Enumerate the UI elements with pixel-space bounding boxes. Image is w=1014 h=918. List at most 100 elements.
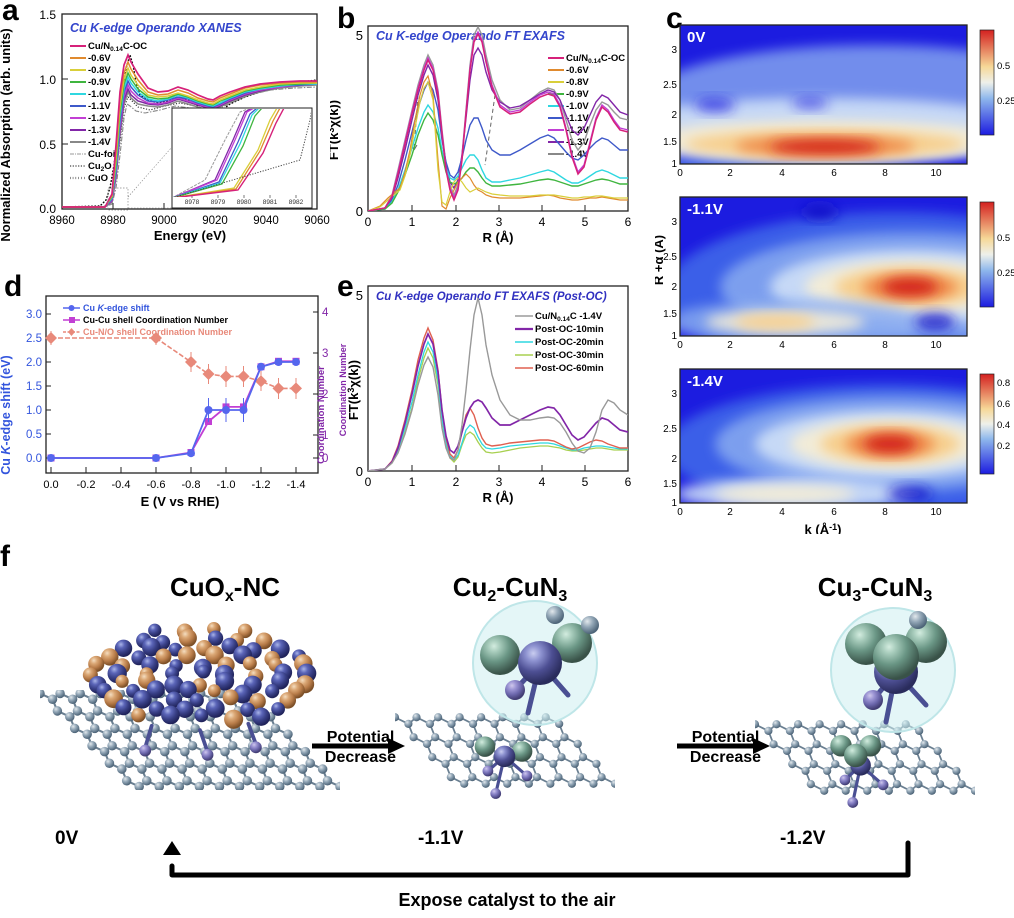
svg-text:-1.2V: -1.2V — [88, 113, 111, 124]
svg-text:1.5: 1.5 — [663, 137, 677, 148]
svg-text:Cu/N0.14C-OC: Cu/N0.14C-OC — [566, 53, 625, 65]
svg-text:R (Å): R (Å) — [482, 230, 513, 245]
svg-text:Coordination Number: Coordination Number — [338, 343, 348, 436]
svg-text:8: 8 — [882, 168, 888, 179]
svg-text:1: 1 — [409, 215, 416, 229]
svg-text:3.0: 3.0 — [26, 309, 42, 321]
svg-text:R (Å): R (Å) — [482, 490, 513, 505]
svg-text:1.0: 1.0 — [39, 73, 56, 87]
svg-text:-0.8V: -0.8V — [88, 65, 111, 76]
svg-text:Coordination Number: Coordination Number — [316, 366, 327, 464]
svg-text:CuO: CuO — [88, 173, 108, 184]
svg-text:0.5: 0.5 — [997, 233, 1010, 244]
svg-text:E (V vs RHE): E (V vs RHE) — [141, 494, 220, 509]
svg-text:0: 0 — [356, 204, 363, 219]
svg-text:Cu K-edge Operando XANES: Cu K-edge Operando XANES — [70, 21, 242, 35]
svg-text:k (Å-1): k (Å-1) — [805, 522, 842, 534]
svg-text:0: 0 — [365, 215, 372, 229]
svg-text:2.0: 2.0 — [26, 357, 42, 369]
svg-text:6: 6 — [831, 507, 837, 518]
svg-text:Post-OC-60min: Post-OC-60min — [535, 363, 604, 374]
svg-text:8978: 8978 — [185, 199, 200, 206]
svg-text:1.0: 1.0 — [26, 405, 42, 417]
svg-text:Cu K-edge shift (eV): Cu K-edge shift (eV) — [0, 355, 13, 474]
svg-text:5: 5 — [582, 215, 589, 229]
svg-text:Post-OC-10min: Post-OC-10min — [535, 324, 604, 335]
svg-text:Cu-foil: Cu-foil — [88, 149, 118, 160]
svg-text:2.5: 2.5 — [663, 424, 677, 435]
svg-text:Post-OC-30min: Post-OC-30min — [535, 350, 604, 361]
svg-text:10: 10 — [930, 507, 942, 518]
svg-text:-1.4: -1.4 — [287, 479, 306, 491]
svg-text:3: 3 — [496, 215, 503, 229]
svg-text:8979: 8979 — [211, 199, 226, 206]
svg-text:6: 6 — [625, 215, 632, 229]
svg-text:8980: 8980 — [237, 199, 252, 206]
svg-text:0: 0 — [677, 340, 683, 351]
svg-text:6: 6 — [831, 340, 837, 351]
svg-text:Cu K-edge shift: Cu K-edge shift — [83, 303, 150, 313]
svg-text:8: 8 — [882, 507, 888, 518]
svg-text:4: 4 — [322, 307, 329, 319]
svg-text:0.0: 0.0 — [26, 453, 42, 465]
svg-text:9060: 9060 — [304, 215, 330, 227]
svg-text:0.25: 0.25 — [997, 268, 1014, 279]
svg-text:-1.0: -1.0 — [217, 479, 236, 491]
svg-text:3: 3 — [671, 217, 677, 228]
svg-text:9000: 9000 — [151, 215, 177, 227]
svg-text:4: 4 — [539, 475, 546, 489]
svg-text:0.0: 0.0 — [39, 202, 56, 216]
svg-text:-1.1V: -1.1V — [687, 201, 723, 218]
svg-text:Cu K-edge Operando FT EXAFS: Cu K-edge Operando FT EXAFS — [376, 29, 566, 43]
svg-text:2: 2 — [671, 454, 677, 465]
svg-text:-0.6V: -0.6V — [88, 53, 111, 64]
svg-text:FT(k3χ(k)): FT(k3χ(k)) — [346, 360, 361, 420]
svg-text:6: 6 — [625, 475, 632, 489]
svg-text:10: 10 — [930, 168, 942, 179]
svg-text:8980: 8980 — [100, 215, 126, 227]
svg-text:0: 0 — [356, 464, 363, 479]
svg-text:8960: 8960 — [49, 215, 75, 227]
svg-text:-1.0V: -1.0V — [566, 101, 589, 112]
svg-text:1: 1 — [409, 475, 416, 489]
svg-text:-1.2: -1.2 — [252, 479, 271, 491]
svg-text:2.5: 2.5 — [663, 252, 677, 263]
svg-text:-0.8: -0.8 — [182, 479, 201, 491]
svg-text:4: 4 — [539, 215, 546, 229]
svg-text:-0.6V: -0.6V — [566, 65, 589, 76]
svg-text:2: 2 — [727, 168, 733, 179]
svg-text:4: 4 — [779, 507, 785, 518]
svg-text:-0.2: -0.2 — [77, 479, 96, 491]
svg-text:Cu K-edge Operando FT EXAFS (: Cu K-edge Operando FT EXAFS (Post-OC) — [376, 291, 607, 303]
svg-text:0: 0 — [677, 168, 683, 179]
svg-text:-0.6: -0.6 — [147, 479, 166, 491]
svg-text:8981: 8981 — [263, 199, 278, 206]
svg-text:0.0: 0.0 — [43, 479, 58, 491]
svg-text:9040: 9040 — [253, 215, 279, 227]
svg-text:2: 2 — [453, 215, 460, 229]
svg-text:2: 2 — [671, 282, 677, 293]
svg-text:0.6: 0.6 — [997, 399, 1010, 410]
svg-text:8982: 8982 — [289, 199, 304, 206]
svg-text:Cu/N0.14C -1.4V: Cu/N0.14C -1.4V — [535, 311, 603, 323]
svg-text:0.5: 0.5 — [26, 429, 42, 441]
svg-text:-1.0V: -1.0V — [88, 89, 111, 100]
svg-text:6: 6 — [831, 168, 837, 179]
svg-text:0.4: 0.4 — [997, 420, 1010, 431]
svg-text:5: 5 — [582, 475, 589, 489]
svg-text:8: 8 — [882, 340, 888, 351]
svg-text:3: 3 — [671, 389, 677, 400]
svg-text:4: 4 — [779, 340, 785, 351]
svg-text:1.5: 1.5 — [26, 381, 42, 393]
svg-text:-1.4V: -1.4V — [687, 373, 723, 390]
svg-text:1.5: 1.5 — [663, 309, 677, 320]
svg-text:2.5: 2.5 — [26, 333, 42, 345]
svg-text:2.5: 2.5 — [663, 80, 677, 91]
svg-text:2: 2 — [671, 110, 677, 121]
svg-text:5: 5 — [356, 288, 363, 303]
svg-text:-1.1V: -1.1V — [88, 101, 111, 112]
svg-text:0.8: 0.8 — [997, 378, 1010, 389]
svg-text:0.2: 0.2 — [997, 441, 1010, 452]
svg-text:10: 10 — [930, 340, 942, 351]
svg-text:1.5: 1.5 — [663, 479, 677, 490]
